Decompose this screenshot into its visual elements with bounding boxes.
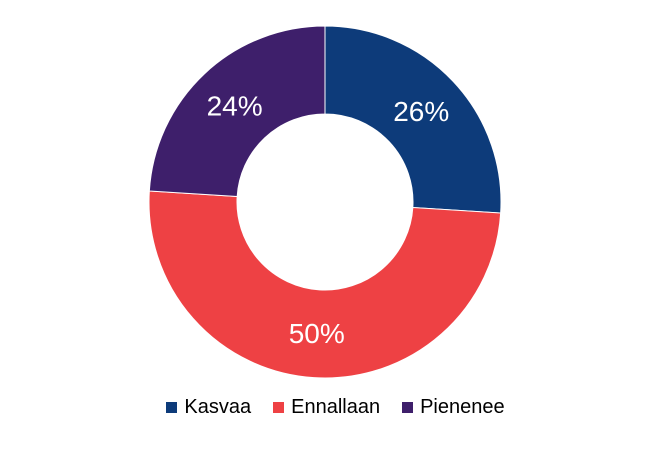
data-label-pienenee: 24%: [207, 90, 263, 121]
legend-swatch-pienenee: [402, 402, 414, 413]
legend-label-kasvaa: Kasvaa: [184, 396, 252, 418]
legend-label-ennallaan: Ennallaan: [291, 396, 381, 418]
slice-ennallaan: [148, 190, 502, 379]
legend-item-ennallaan: Ennallaan: [273, 396, 380, 419]
data-label-kasvaa: 26%: [393, 96, 449, 127]
data-label-ennallaan: 50%: [289, 318, 345, 349]
legend-swatch-kasvaa: [166, 402, 178, 413]
legend-swatch-ennallaan: [273, 402, 285, 413]
legend-label-pienenee: Pienenee: [420, 396, 505, 418]
legend-item-pienenee: Pienenee: [402, 396, 505, 419]
legend-item-kasvaa: Kasvaa: [166, 396, 251, 419]
slice-kasvaa: [324, 25, 502, 214]
donut-slices: [148, 25, 502, 379]
legend: Kasvaa Ennallaan Pienenee: [0, 396, 671, 419]
data-labels: 26% 50% 24%: [207, 90, 450, 349]
slice-pienenee: [148, 25, 326, 198]
